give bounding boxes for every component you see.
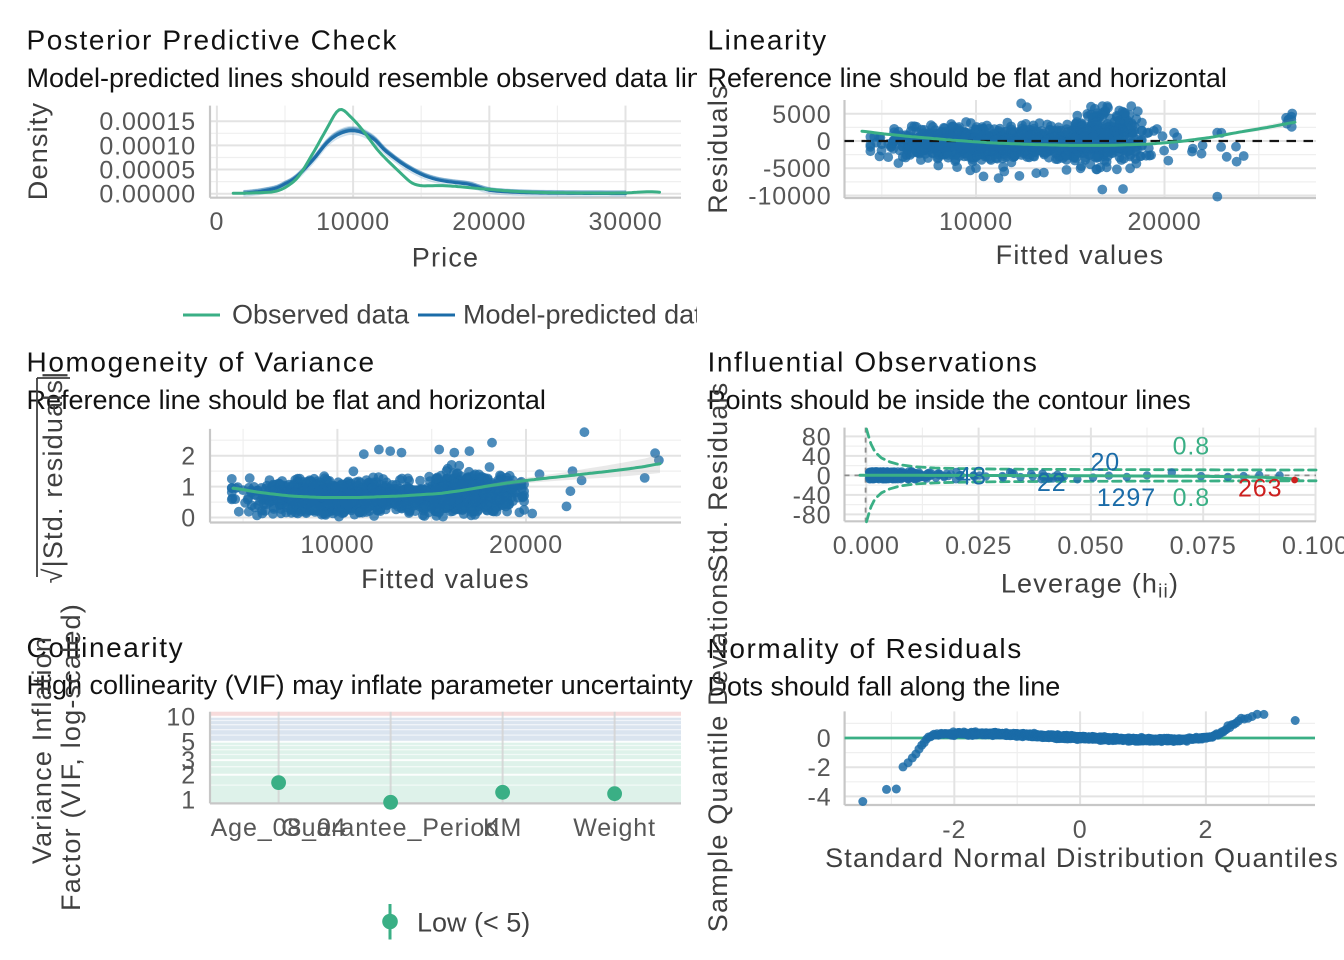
svg-text:Collinearity: Collinearity [27,632,185,663]
svg-text:Posterior Predictive Check: Posterior Predictive Check [27,25,399,56]
svg-text:0.00015: 0.00015 [99,108,196,136]
svg-text:263: 263 [1238,475,1282,503]
svg-text:10000: 10000 [939,208,1013,236]
svg-text:Influential Observations: Influential Observations [708,347,1039,378]
svg-text:Fitted values: Fitted values [996,240,1165,270]
svg-text:0: 0 [817,128,832,156]
svg-text:Normality of Residuals: Normality of Residuals [708,633,1023,664]
svg-text:5000: 5000 [772,101,831,129]
svg-text:Age_08_04: Age_08_04 [211,814,347,842]
svg-text:Price: Price [412,243,480,273]
svg-text:Factor (VIF, log-scaled): Factor (VIF, log-scaled) [56,603,86,911]
svg-text:Leverage (hii): Leverage (hii) [1001,569,1179,603]
svg-text:Residuals: Residuals [703,84,733,213]
svg-text:0.00010: 0.00010 [99,132,196,160]
svg-text:Dots should fall along the lin: Dots should fall along the line [708,672,1061,702]
svg-text:Linearity: Linearity [708,25,828,56]
svg-text:10000: 10000 [300,531,374,559]
svg-text:Low (< 5): Low (< 5) [417,908,530,938]
svg-text:High collinearity (VIF) may in: High collinearity (VIF) may inflate para… [27,670,694,700]
svg-text:0.00005: 0.00005 [99,157,196,185]
svg-text:Points should be inside the co: Points should be inside the contour line… [708,385,1191,415]
svg-text:Weight: Weight [573,814,656,842]
svg-text:20000: 20000 [452,208,526,236]
svg-text:0.8: 0.8 [1173,433,1210,461]
svg-text:48: 48 [957,462,987,490]
svg-text:0.075: 0.075 [1170,532,1237,560]
svg-text:0: 0 [817,462,832,490]
svg-text:-40: -40 [793,482,832,510]
svg-text:0: 0 [181,505,196,533]
svg-text:1: 1 [181,474,196,502]
svg-text:5: 5 [181,729,196,757]
svg-text:Observed data: Observed data [232,300,410,330]
svg-text:Model-predicted data: Model-predicted data [463,300,718,330]
svg-text:Guarantee_Period: Guarantee_Period [281,814,500,842]
svg-text:2: 2 [181,443,196,471]
svg-text:20: 20 [1090,449,1120,477]
svg-text:1297: 1297 [1097,484,1156,512]
svg-text:30000: 30000 [588,208,662,236]
svg-text:2: 2 [181,762,196,790]
svg-text:√|Std. residuals|: √|Std. residuals| [38,371,68,584]
svg-text:80: 80 [802,423,832,451]
svg-text:40: 40 [802,443,832,471]
svg-text:20000: 20000 [1127,208,1201,236]
svg-text:-5000: -5000 [763,155,831,183]
svg-text:0.050: 0.050 [1057,532,1124,560]
svg-text:-10000: -10000 [748,183,831,211]
svg-text:1: 1 [181,787,196,815]
svg-text:10000: 10000 [316,208,390,236]
svg-text:22: 22 [1037,469,1067,497]
svg-text:Model-predicted lines should r: Model-predicted lines should resemble ob… [27,63,731,93]
svg-text:3: 3 [181,747,196,775]
svg-text:0.00000: 0.00000 [99,181,196,209]
svg-text:Std. Residuals: Std. Residuals [703,382,733,573]
svg-text:0.000: 0.000 [833,532,900,560]
svg-text:0.025: 0.025 [945,532,1012,560]
svg-text:10: 10 [166,704,196,732]
svg-text:KM: KM [483,814,522,842]
svg-text:Reference line should be flat: Reference line should be flat and horizo… [708,63,1227,93]
svg-text:Reference line should be flat: Reference line should be flat and horizo… [27,385,546,415]
svg-text:Density: Density [23,102,53,200]
svg-text:0.8: 0.8 [1173,484,1210,512]
svg-text:Variance Inflation: Variance Inflation [27,636,57,864]
svg-text:20000: 20000 [489,531,563,559]
svg-text:Homogeneity of Variance: Homogeneity of Variance [27,347,376,378]
svg-text:-80: -80 [793,501,832,529]
svg-text:Fitted values: Fitted values [361,564,530,594]
svg-text:0.100: 0.100 [1282,532,1344,560]
svg-text:0: 0 [209,208,224,236]
